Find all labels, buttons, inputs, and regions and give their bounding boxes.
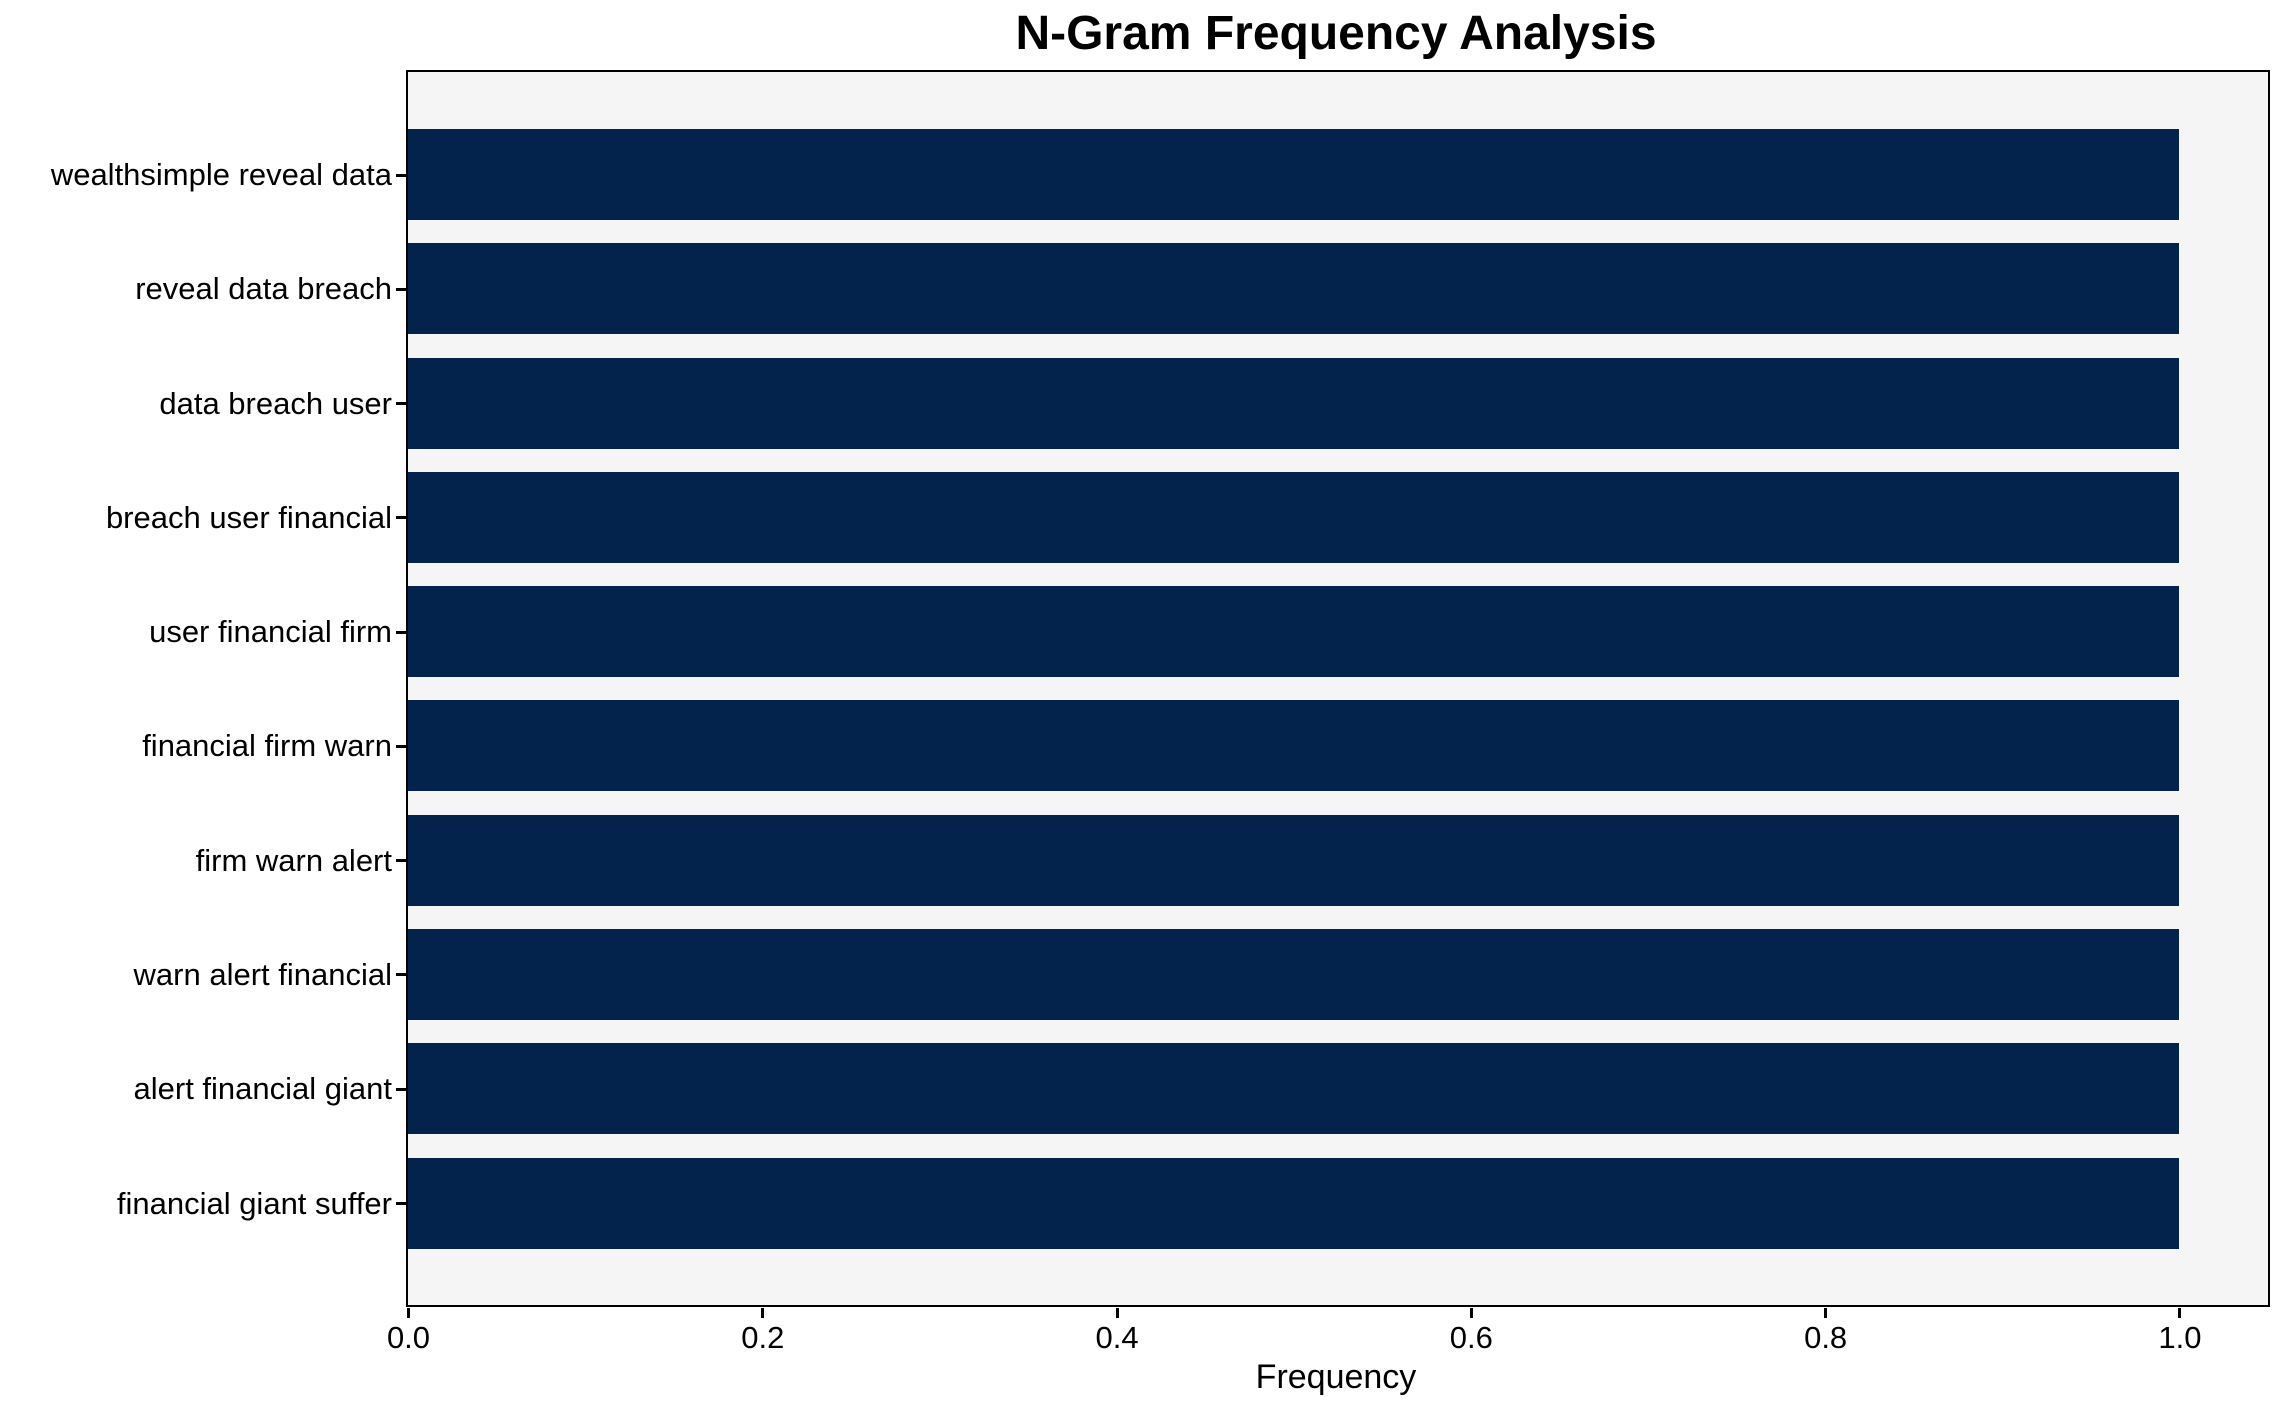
y-tick-mark	[396, 1087, 406, 1091]
y-tick-label: reveal data breach	[135, 271, 392, 307]
x-tick-mark	[2178, 1308, 2182, 1318]
y-tick-label: wealthsimple reveal data	[50, 157, 392, 192]
y-tick-mark	[396, 173, 406, 177]
bar-financial-firm-warn	[408, 700, 2180, 792]
x-tick-label: 1.0	[2158, 1320, 2202, 1355]
x-tick-label: 0.4	[1095, 1320, 1139, 1355]
x-tick-mark	[761, 1308, 765, 1318]
y-tick-mark	[396, 973, 406, 977]
y-tick-mark	[396, 859, 406, 863]
y-tick-label: breach user financial	[105, 499, 392, 535]
bar-alert-financial-giant	[408, 1043, 2180, 1135]
x-tick-label: 0.0	[386, 1320, 431, 1355]
x-tick-label: 0.6	[1449, 1320, 1493, 1355]
y-tick-label: warn alert financial	[133, 956, 392, 992]
x-tick-mark	[1115, 1308, 1119, 1318]
bar-breach-user-financial	[408, 471, 2180, 563]
y-tick-mark	[396, 516, 406, 520]
x-tick-mark	[1469, 1308, 1473, 1318]
x-tick-label: 0.8	[1804, 1320, 1848, 1355]
bar-reveal-data-breach	[408, 243, 2180, 335]
y-tick-mark	[396, 744, 406, 748]
bar-user-financial-firm	[408, 586, 2180, 678]
y-tick-label: firm warn alert	[195, 842, 392, 878]
x-tick-mark	[407, 1308, 410, 1318]
chart-title: N-Gram Frequency Analysis	[1015, 7, 1657, 60]
bar-firm-warn-alert	[408, 814, 2180, 906]
bar-warn-alert-financial	[408, 928, 2180, 1020]
y-tick-label: financial giant suffer	[116, 1185, 392, 1221]
y-tick-label: data breach user	[159, 385, 392, 421]
plot-area	[406, 70, 2270, 1307]
bar-financial-giant-suffer	[408, 1157, 2180, 1249]
y-tick-label: financial firm warn	[142, 728, 392, 764]
y-tick-label: user financial firm	[149, 614, 392, 650]
y-tick-mark	[396, 630, 406, 634]
y-tick-mark	[396, 287, 406, 291]
bar-wealthsimple-reveal-data	[408, 129, 2180, 220]
bar-data-breach-user	[408, 357, 2180, 449]
y-tick-mark	[396, 1202, 406, 1205]
x-tick-mark	[1824, 1308, 1828, 1318]
x-axis-label: Frequency	[1255, 1358, 1417, 1396]
y-tick-mark	[396, 402, 406, 406]
x-tick-label: 0.2	[741, 1320, 785, 1355]
y-tick-label: alert financial giant	[133, 1071, 393, 1107]
